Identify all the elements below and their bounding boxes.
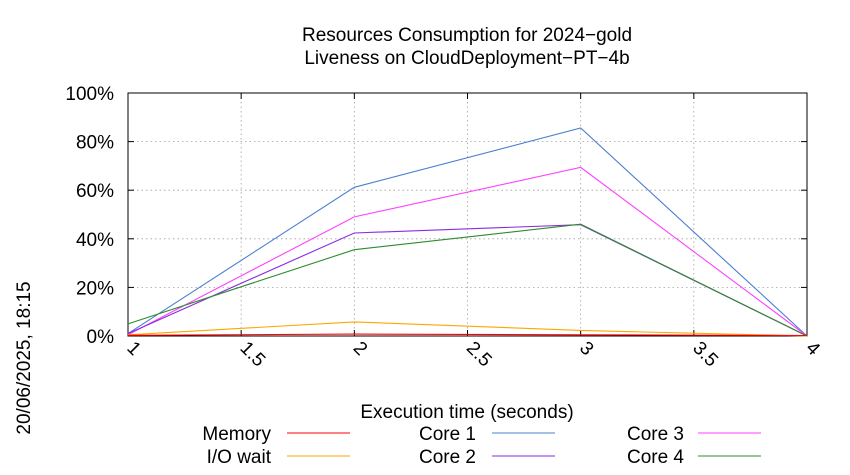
legend-label-core-4: Core 4 bbox=[627, 447, 684, 468]
series-line-i-o-wait bbox=[127, 321, 808, 337]
x-axis-label: Execution time (seconds) bbox=[360, 402, 573, 423]
y-tick-labels: 0% 20% 40% 60% 80% 100% bbox=[65, 84, 114, 348]
x-tick-label: 1 bbox=[122, 338, 144, 360]
grid bbox=[128, 93, 807, 336]
x-tick-label: 4 bbox=[801, 338, 824, 361]
x-tick-label: 3 bbox=[575, 338, 597, 360]
x-tick-label: 3.5 bbox=[688, 338, 722, 372]
x-tick-labels: 1 1.5 2 2.5 3 3.5 4 bbox=[122, 338, 824, 372]
legend-label-core-2: Core 2 bbox=[419, 447, 476, 468]
y-tick-label: 100% bbox=[65, 84, 114, 105]
chart-title: Resources Consumption for 2024−gold bbox=[302, 25, 632, 46]
legend-label-core-1: Core 1 bbox=[419, 424, 476, 445]
y-tick-label: 20% bbox=[76, 278, 114, 299]
series-lines bbox=[127, 127, 808, 337]
y-tick-label: 60% bbox=[76, 181, 114, 202]
y-tick-label: 40% bbox=[76, 230, 114, 251]
timestamp-label: 20/06/2025, 18:15 bbox=[14, 281, 35, 434]
y-tick-label: 0% bbox=[87, 327, 115, 348]
legend-label-memory: Memory bbox=[202, 424, 271, 445]
series-line-memory bbox=[127, 333, 808, 337]
series-line-core-4 bbox=[127, 223, 808, 337]
legend-label-core-3: Core 3 bbox=[627, 424, 684, 445]
series-line-core-3 bbox=[127, 166, 808, 337]
x-tick-label: 1.5 bbox=[236, 338, 270, 372]
legend-label-i-o-wait: I/O wait bbox=[207, 447, 272, 468]
chart-subtitle: Liveness on CloudDeployment−PT−4b bbox=[304, 48, 629, 69]
y-tick-label: 80% bbox=[76, 133, 114, 154]
series-line-core-1 bbox=[127, 127, 808, 337]
x-tick-label: 2.5 bbox=[462, 338, 496, 372]
axis-ticks bbox=[127, 92, 808, 337]
x-tick-label: 2 bbox=[349, 338, 371, 360]
